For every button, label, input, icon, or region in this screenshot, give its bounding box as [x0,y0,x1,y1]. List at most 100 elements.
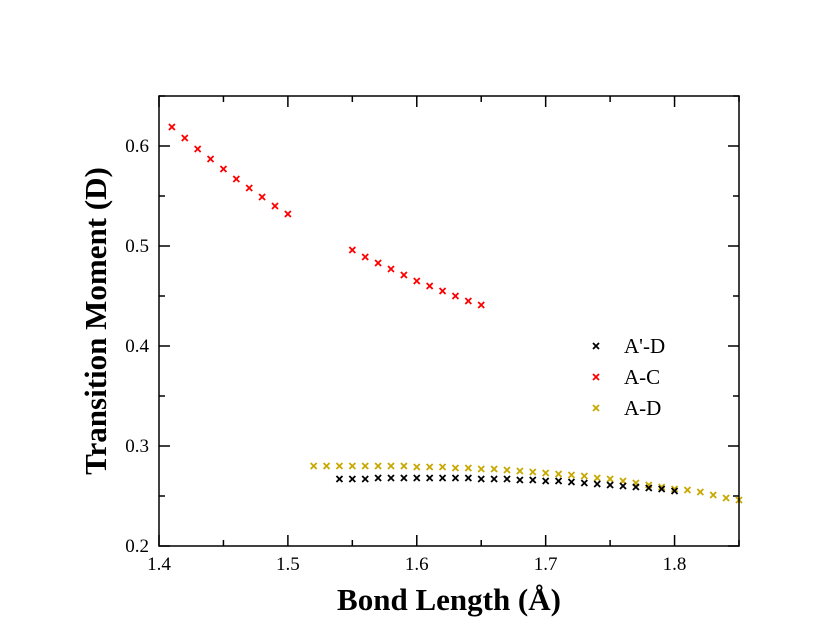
data-point [168,123,176,131]
data-point [194,145,202,153]
y-tick-label: 0.4 [125,336,149,357]
data-point [232,175,240,183]
data-point [348,462,356,470]
data-point [477,465,485,473]
data-point [387,462,395,470]
data-point [516,476,524,484]
data-point [426,463,434,471]
data-point [387,474,395,482]
x-tick-label: 1.8 [663,554,687,575]
data-point [606,481,614,489]
x-axis-label: Bond Length (Å) [337,582,561,617]
data-point [271,202,279,210]
data-point [335,475,344,483]
legend-marker [592,373,600,381]
data-point [554,477,563,485]
y-axis-label: Transition Moment (D) [78,167,113,475]
data-point [464,464,472,472]
data-point [374,474,382,482]
legend-entry: A-D [592,396,661,420]
data-point [181,134,189,142]
data-point [516,467,524,475]
data-point [374,259,382,267]
points-layer [168,123,743,504]
data-point [645,484,653,492]
y-tick-label: 0.3 [125,436,149,457]
data-point [606,475,614,483]
data-point [400,474,408,482]
data-point [206,155,215,163]
data-point [464,297,472,305]
data-point [451,464,460,472]
x-tick-label: 1.5 [276,554,300,575]
data-point [387,265,395,273]
data-point [542,477,550,485]
data-point [670,487,679,495]
series-a-d [335,474,679,495]
data-point [361,253,369,261]
data-point [477,301,485,309]
data-point [348,246,356,254]
legend-marker [592,342,600,350]
data-point [438,474,447,482]
data-point [593,480,601,488]
data-point [567,478,576,486]
data-point [464,474,472,482]
legend-label: A-D [624,396,661,420]
legend-entry: A'-D [592,334,665,358]
data-point [503,466,511,474]
data-point [413,277,421,285]
data-point [554,470,563,478]
series-a-d [310,462,743,504]
data-point [426,282,434,290]
data-point [542,469,550,477]
data-point [400,462,408,470]
labels-layer: 1.4 1.5 1.6 1.7 1.8 0.2 0.3 0.4 0.5 0.6 [125,136,686,575]
x-tick-label: 1.4 [147,554,171,575]
x-tick-label: 1.7 [534,554,558,575]
data-point [529,476,537,484]
legend-entry: A-C [592,365,660,389]
data-point [451,292,460,300]
data-point [374,462,382,470]
data-point [258,193,266,201]
data-point [413,474,421,482]
series-a-c [168,123,485,309]
data-point [696,488,704,496]
data-point [438,287,447,295]
data-point [335,462,344,470]
legend-label: A'-D [624,334,665,358]
data-point [245,184,253,192]
data-point [658,485,666,493]
data-point [361,462,369,470]
y-tick-label: 0.6 [125,136,149,157]
y-tick-label: 0.2 [125,536,149,557]
data-point [722,494,730,502]
data-point [322,462,331,470]
data-point [361,475,369,483]
y-tick-label: 0.5 [125,236,149,257]
data-point [529,468,537,476]
data-point [477,475,485,483]
data-point [593,474,601,482]
data-point [683,486,692,494]
data-point [426,474,434,482]
data-point [438,463,447,471]
data-point [400,271,408,279]
data-point [490,475,498,483]
legend-marker [592,404,600,412]
legend: A'-D A-C A-D [592,334,665,420]
legend-label: A-C [624,365,660,389]
data-point [709,491,717,499]
data-point [503,475,511,483]
data-point [632,483,640,491]
data-point [219,165,228,173]
data-point [284,210,292,218]
data-point [451,474,460,482]
data-point [619,482,627,490]
data-point [310,462,318,470]
data-point [348,475,356,483]
plot-frame [158,95,740,547]
data-point [567,471,576,479]
